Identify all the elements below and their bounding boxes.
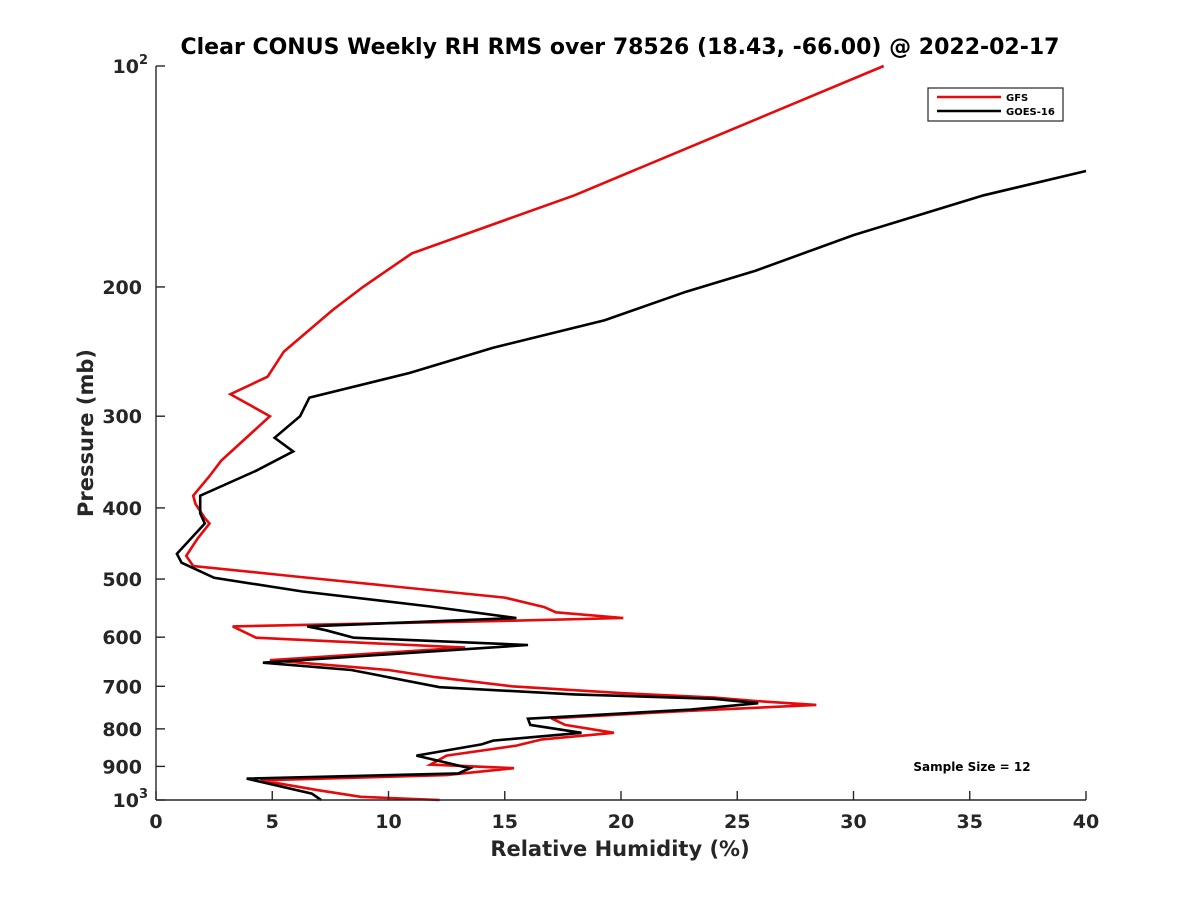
- series-line-gfs: [184, 64, 885, 802]
- x-tick-label: 5: [266, 811, 279, 833]
- y-tick-label: 600: [102, 627, 142, 649]
- legend-label-gfs: GFS: [1006, 93, 1028, 104]
- x-tick-label: 35: [957, 811, 983, 833]
- y-tick-label: 300: [102, 406, 142, 428]
- x-tick-label: 10: [375, 811, 401, 833]
- x-tick-label: 20: [608, 811, 634, 833]
- x-tick-label: 40: [1073, 811, 1099, 833]
- y-tick-label: 800: [102, 719, 142, 741]
- x-axis-label: Relative Humidity (%): [490, 837, 749, 861]
- legend-box: [927, 87, 1064, 122]
- chart-title: Clear CONUS Weekly RH RMS over 78526 (18…: [181, 35, 1060, 60]
- y-tick-label: 700: [102, 676, 142, 698]
- series-line-goes-16: [175, 169, 1087, 802]
- y-axis-label: Pressure (mb): [74, 349, 98, 517]
- legend-label-goes-16: GOES-16: [1006, 107, 1055, 118]
- x-tick-label: 0: [149, 811, 162, 833]
- sample-size-annotation: Sample Size = 12: [913, 760, 1030, 774]
- y-tick-label: 500: [102, 569, 142, 591]
- x-tick-label: 15: [492, 811, 518, 833]
- x-tick-label: 30: [840, 811, 866, 833]
- y-tick-label: 400: [102, 498, 142, 520]
- y-tick-label: 200: [102, 277, 142, 299]
- y-tick-label: 900: [102, 756, 142, 778]
- x-tick-label: 25: [724, 811, 750, 833]
